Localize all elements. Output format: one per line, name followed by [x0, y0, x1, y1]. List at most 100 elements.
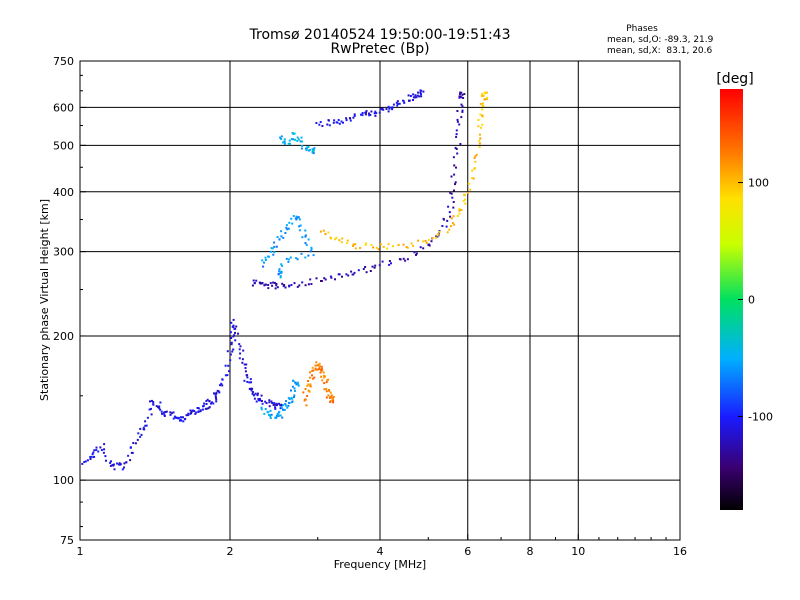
data-point: [390, 262, 392, 265]
data-point: [232, 348, 235, 351]
data-point: [239, 352, 242, 355]
data-point: [415, 252, 418, 255]
data-point: [296, 258, 299, 261]
data-point: [159, 401, 162, 404]
data-point: [397, 244, 400, 246]
data-point: [230, 343, 233, 346]
data-point: [482, 104, 485, 107]
data-point: [273, 245, 276, 248]
data-point: [408, 99, 410, 102]
data-point: [262, 265, 265, 268]
data-point: [270, 400, 273, 403]
data-point: [340, 241, 343, 244]
data-point: [158, 407, 161, 410]
data-point: [388, 263, 391, 266]
data-point: [414, 94, 417, 97]
data-point: [103, 443, 106, 446]
data-point: [163, 415, 166, 417]
data-point: [112, 463, 115, 466]
data-point: [381, 108, 383, 111]
data-point: [244, 367, 247, 369]
x-tick-label: 1: [77, 545, 84, 558]
data-point: [146, 416, 149, 419]
data-point: [157, 406, 160, 409]
data-point: [318, 368, 321, 370]
data-point: [311, 377, 314, 380]
colorbar-tick-label: 100: [748, 177, 769, 190]
data-point: [292, 379, 294, 382]
data-point: [354, 247, 357, 250]
data-point: [215, 391, 218, 394]
data-point: [104, 455, 107, 458]
data-point: [232, 335, 235, 338]
data-point: [233, 327, 236, 330]
data-point: [295, 218, 298, 221]
data-point: [447, 205, 450, 208]
data-point: [420, 89, 423, 92]
data-point: [197, 407, 200, 410]
data-point: [482, 94, 485, 97]
data-point: [419, 91, 422, 94]
data-point: [462, 97, 465, 99]
data-point: [285, 257, 288, 260]
data-point: [264, 256, 267, 259]
data-point: [327, 231, 330, 234]
data-point: [321, 369, 324, 372]
data-point: [90, 455, 93, 458]
data-point: [478, 146, 481, 149]
data-point: [459, 143, 462, 145]
data-point: [378, 111, 381, 114]
data-point: [307, 145, 310, 148]
data-point: [436, 235, 439, 238]
data-point: [228, 370, 230, 373]
series-low-e-f1-trace-o-: [81, 318, 283, 471]
data-point: [312, 369, 315, 372]
data-point: [271, 402, 274, 404]
data-point: [281, 282, 284, 285]
data-point: [134, 442, 137, 445]
data-point: [269, 282, 272, 285]
data-point: [369, 270, 372, 272]
data-point: [371, 265, 374, 268]
data-point: [311, 374, 313, 377]
data-point: [244, 370, 247, 373]
data-point: [345, 119, 348, 122]
data-point: [342, 121, 344, 124]
data-point: [351, 273, 354, 276]
data-point: [248, 381, 251, 384]
x-tick-label: 10: [571, 545, 585, 558]
data-point: [91, 453, 94, 456]
data-point: [273, 251, 276, 254]
data-point: [453, 189, 455, 192]
data-point: [246, 380, 249, 383]
data-point: [392, 245, 394, 248]
data-point: [243, 379, 246, 382]
data-point: [474, 160, 477, 163]
data-point: [471, 169, 474, 172]
data-point: [150, 407, 152, 410]
data-point: [238, 343, 241, 346]
data-point: [279, 404, 282, 407]
data-point: [233, 334, 236, 337]
data-point: [306, 146, 309, 149]
data-point: [278, 411, 281, 414]
data-point: [486, 96, 489, 99]
data-point: [372, 246, 375, 249]
data-point: [145, 424, 148, 427]
data-point: [407, 94, 410, 97]
data-point: [323, 388, 326, 391]
data-point: [283, 284, 286, 286]
data-point: [388, 260, 391, 262]
data-point: [282, 236, 285, 239]
data-point: [105, 459, 107, 462]
y-axis-label: Stationary phase Virtual Height [km]: [38, 199, 51, 401]
data-point: [201, 408, 204, 411]
data-point: [287, 258, 290, 261]
data-point: [251, 284, 254, 287]
data-point: [482, 102, 484, 105]
data-point: [405, 246, 408, 248]
data-point: [310, 246, 313, 249]
y-tick-label: 600: [53, 101, 74, 114]
data-point: [345, 117, 348, 120]
data-point: [357, 269, 360, 272]
